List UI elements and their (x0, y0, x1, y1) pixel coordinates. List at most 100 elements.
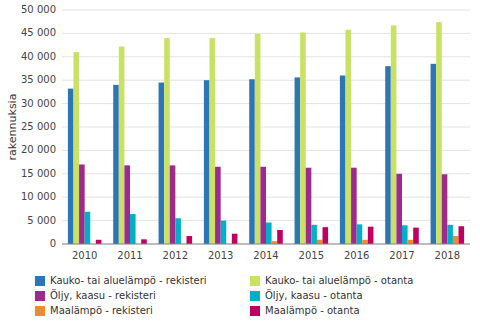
y-tick-label: 40 000 (21, 51, 56, 62)
bar (113, 85, 119, 244)
bar (306, 168, 312, 244)
y-tick-label: 45 000 (21, 27, 56, 38)
legend-swatch (250, 276, 260, 286)
bar (391, 25, 397, 244)
bar (385, 66, 391, 244)
bar (249, 79, 255, 244)
bar (442, 174, 448, 244)
bar (266, 222, 272, 244)
bar (311, 225, 317, 244)
x-tick-label: 2011 (117, 250, 142, 261)
x-tick-label: 2010 (72, 250, 97, 261)
bar (317, 240, 323, 244)
bar (255, 34, 261, 244)
x-tick-label: 2016 (344, 250, 369, 261)
legend-item: Kauko- tai aluelämpö - rekisteri (35, 275, 207, 286)
grid-line (62, 33, 470, 34)
legend-label: Öljy, kaasu - rekisteri (50, 289, 156, 301)
bar (209, 38, 215, 244)
legend-swatch (35, 276, 45, 286)
bar (260, 167, 266, 244)
bar (396, 174, 402, 244)
legend-swatch (35, 291, 45, 301)
y-tick-label: 20 000 (21, 144, 56, 155)
x-tick-label: 2018 (435, 250, 460, 261)
legend-swatch (250, 291, 260, 301)
bar (119, 47, 125, 244)
x-tick-label: 2017 (389, 250, 414, 261)
bar (175, 218, 181, 244)
bar (204, 80, 210, 244)
bar (96, 240, 102, 244)
bar (170, 165, 176, 244)
bar (459, 226, 465, 244)
x-axis: 201020112012201320142015201620172018 (62, 244, 470, 261)
bar (221, 221, 227, 244)
bar (141, 239, 147, 244)
y-tick-label: 35 000 (21, 74, 56, 85)
bar (447, 225, 453, 244)
bar (295, 77, 301, 244)
bar (159, 83, 165, 244)
legend: Kauko- tai aluelämpö - rekisteri Kauko- t… (35, 275, 413, 316)
bar (124, 165, 130, 244)
bar (413, 228, 419, 244)
bar (73, 52, 79, 244)
legend-item: Maalämpö - rekisteri (35, 305, 153, 316)
y-tick-label: 30 000 (21, 98, 56, 109)
bar (130, 214, 136, 244)
legend-label: Kauko- tai aluelämpö - otanta (265, 275, 413, 286)
y-tick-label: 10 000 (21, 191, 56, 202)
bar (164, 38, 170, 244)
grid-line (62, 10, 470, 11)
legend-label: Kauko- tai aluelämpö - rekisteri (50, 275, 207, 286)
x-tick-label: 2015 (299, 250, 324, 261)
bar (345, 30, 351, 244)
bars (68, 22, 464, 244)
bar (300, 32, 306, 244)
y-tick-label: 25 000 (21, 121, 56, 132)
bar (453, 236, 459, 244)
legend-item: Maalämpö - otanta (250, 305, 360, 316)
bar (323, 227, 329, 244)
bar (340, 76, 346, 244)
bar (187, 236, 193, 244)
y-tick-label: 50 000 (21, 4, 56, 15)
series (79, 164, 447, 244)
bar (85, 212, 91, 244)
bar (215, 167, 221, 244)
bar (79, 164, 85, 244)
y-tick-label: 15 000 (21, 168, 56, 179)
bar (368, 227, 374, 244)
y-axis-label: rakennuksia (6, 94, 19, 161)
bar (436, 22, 442, 244)
legend-swatch (35, 306, 45, 316)
grid (62, 10, 470, 244)
legend-label: Öljy, kaasu - otanta (265, 289, 363, 301)
bar (402, 225, 408, 244)
legend-item: Öljy, kaasu - rekisteri (35, 289, 156, 301)
x-tick-label: 2013 (208, 250, 233, 261)
series (73, 22, 441, 244)
grid-line (62, 244, 470, 245)
bar (277, 230, 283, 244)
legend-swatch (250, 306, 260, 316)
y-tick-label: 0 (50, 238, 56, 249)
x-tick-label: 2014 (253, 250, 278, 261)
series (85, 212, 453, 244)
x-axis-line (62, 244, 470, 245)
y-tick-label: 5 000 (27, 215, 56, 226)
chart: 0 5 000 10 000 15 000 20 000 25 000 30 000 35 0… (0, 0, 480, 329)
bar (362, 240, 368, 244)
legend-item: Öljy, kaasu - otanta (250, 289, 363, 301)
bar (351, 168, 357, 244)
bar (68, 89, 74, 244)
series (272, 236, 459, 244)
bar (357, 224, 363, 244)
bar (408, 240, 414, 244)
bar (232, 234, 238, 244)
y-axis: 0 5 000 10 000 15 000 20 000 25 000 30 000 35 0… (21, 4, 56, 249)
legend-item: Kauko- tai aluelämpö - otanta (250, 275, 413, 286)
legend-label: Maalämpö - rekisteri (50, 305, 153, 316)
series (96, 226, 464, 244)
